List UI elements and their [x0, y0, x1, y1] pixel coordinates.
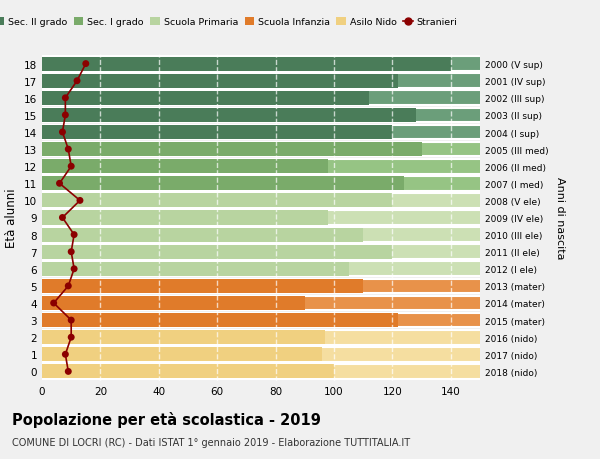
Bar [42, 126, 480, 140]
Text: Popolazione per età scolastica - 2019: Popolazione per età scolastica - 2019 [12, 411, 321, 427]
Bar [42, 177, 480, 191]
Bar [42, 57, 480, 72]
Bar [42, 347, 480, 362]
Bar [42, 160, 480, 174]
Bar [42, 347, 322, 362]
Bar [42, 297, 480, 310]
Point [64, 368, 73, 375]
Bar [42, 143, 480, 157]
Point [75, 197, 85, 205]
Text: COMUNE DI LOCRI (RC) - Dati ISTAT 1° gennaio 2019 - Elaborazione TUTTITALIA.IT: COMUNE DI LOCRI (RC) - Dati ISTAT 1° gen… [12, 437, 410, 447]
Bar [42, 245, 480, 259]
Bar [42, 109, 480, 123]
Bar [42, 297, 305, 310]
Bar [42, 364, 334, 379]
Point [58, 129, 67, 136]
Point [67, 334, 76, 341]
Bar [42, 74, 480, 89]
Bar [42, 330, 325, 344]
Bar [42, 126, 392, 140]
Bar [42, 211, 328, 225]
Bar [42, 330, 480, 344]
Point [64, 283, 73, 290]
Point [61, 351, 70, 358]
Bar [42, 211, 480, 225]
Point [61, 95, 70, 102]
Bar [42, 160, 328, 174]
Bar [42, 364, 480, 379]
Point [72, 78, 82, 85]
Bar [42, 109, 416, 123]
Bar [42, 194, 392, 208]
Y-axis label: Anni di nascita: Anni di nascita [555, 177, 565, 259]
Point [70, 231, 79, 239]
Point [70, 266, 79, 273]
Bar [42, 245, 392, 259]
Point [67, 317, 76, 324]
Bar [42, 177, 404, 191]
Point [81, 61, 91, 68]
Y-axis label: Età alunni: Età alunni [5, 188, 19, 248]
Point [61, 112, 70, 119]
Legend: Sec. II grado, Sec. I grado, Scuola Primaria, Scuola Infanzia, Asilo Nido, Stran: Sec. II grado, Sec. I grado, Scuola Prim… [0, 14, 461, 31]
Bar [42, 228, 480, 242]
Bar [42, 92, 369, 106]
Point [49, 300, 58, 307]
Bar [42, 194, 480, 208]
Point [55, 180, 64, 188]
Bar [42, 262, 349, 276]
Bar [42, 279, 480, 293]
Point [67, 248, 76, 256]
Bar [42, 313, 398, 327]
Bar [42, 313, 480, 327]
Bar [42, 143, 422, 157]
Bar [42, 74, 398, 89]
Bar [42, 92, 480, 106]
Bar [42, 279, 363, 293]
Bar [42, 57, 451, 72]
Point [64, 146, 73, 153]
Bar [42, 228, 363, 242]
Bar [42, 262, 480, 276]
Point [67, 163, 76, 170]
Point [58, 214, 67, 222]
